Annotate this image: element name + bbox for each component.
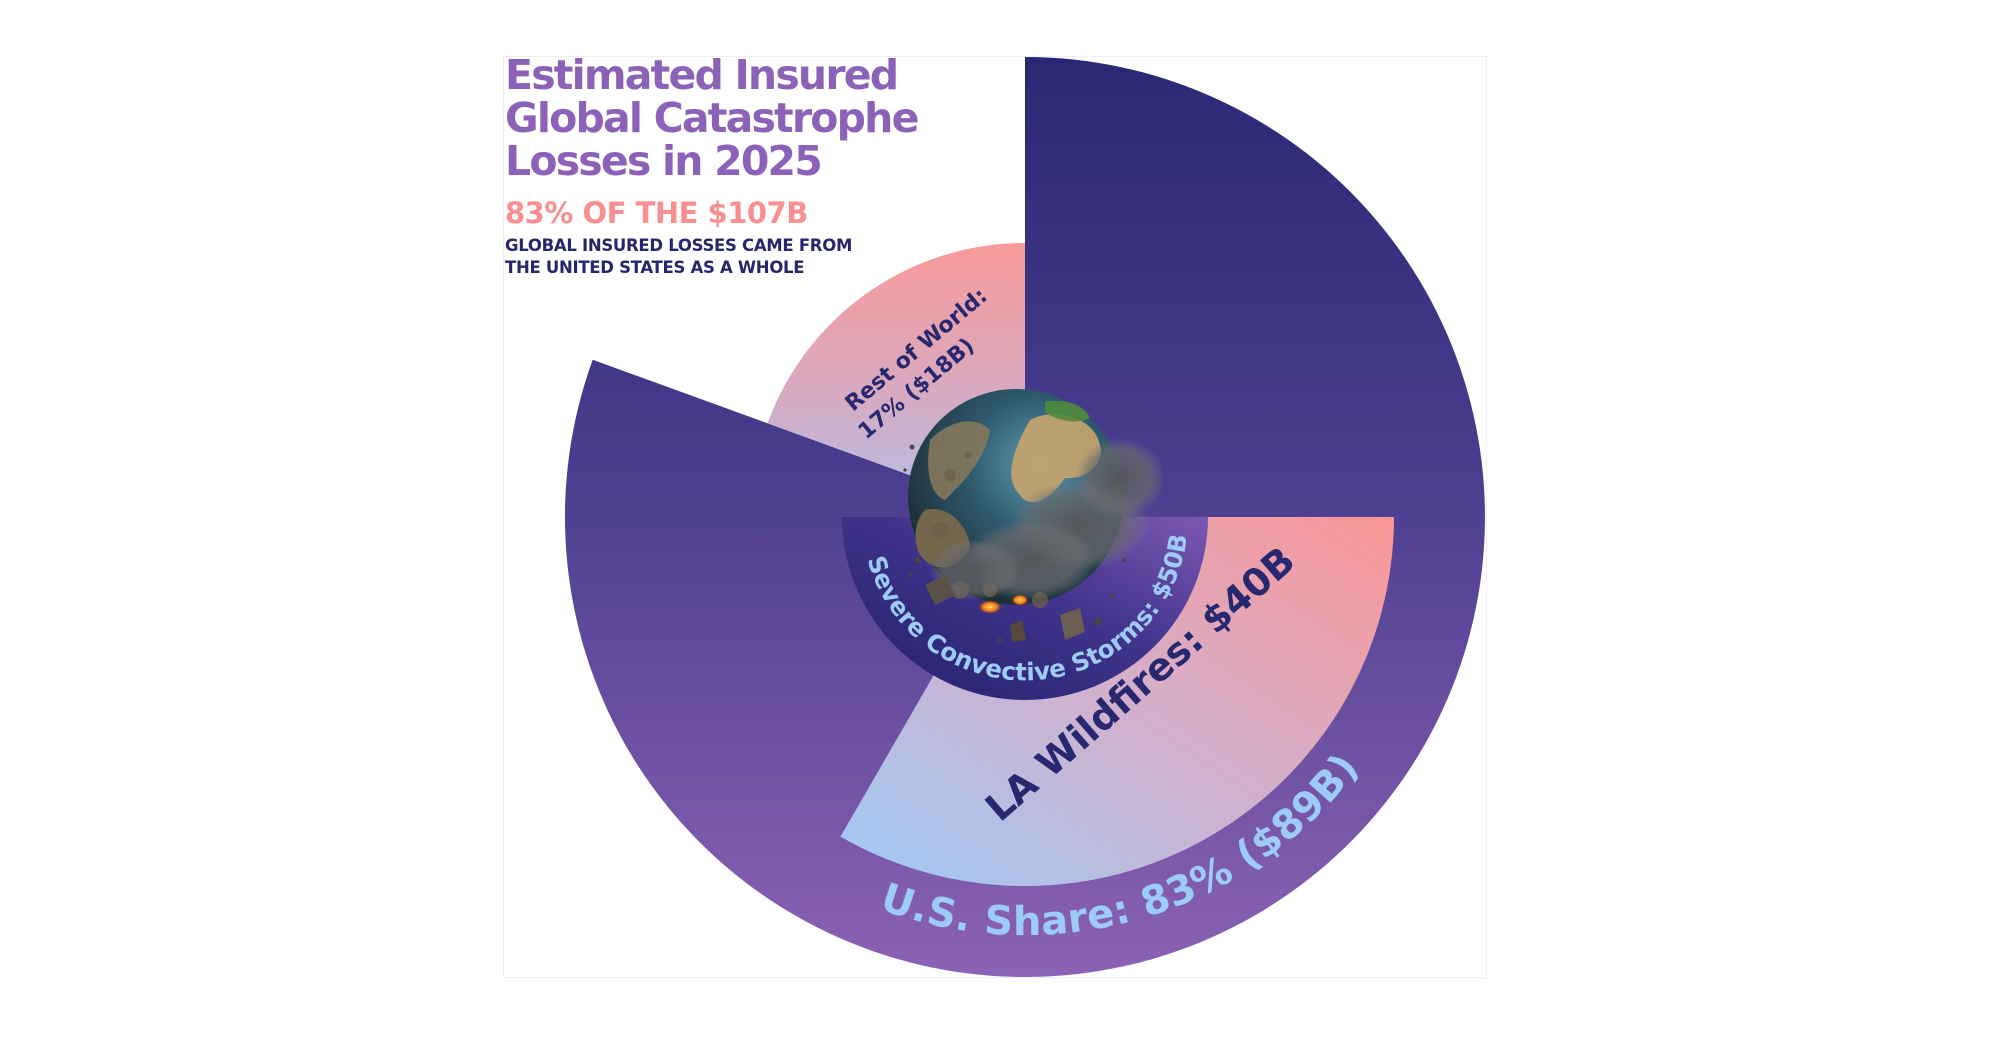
subtitle-line-1: GLOBAL INSURED LOSSES CAME FROM <box>505 236 853 255</box>
subtitle-line-2: THE UNITED STATES AS A WHOLE <box>505 258 805 277</box>
chart-subtitle: GLOBAL INSURED LOSSES CAME FROM THE UNIT… <box>505 235 852 279</box>
title-line-3: Losses in 2025 <box>505 137 823 185</box>
chart-title: Estimated Insured Global Catastrophe Los… <box>505 54 985 183</box>
damaged-earth-globe-icon <box>903 389 1165 642</box>
title-line-1: Estimated Insured <box>505 51 899 99</box>
highlight-stat: 83% OF THE $107B <box>505 196 808 230</box>
title-line-2: Global Catastrophe <box>505 94 919 142</box>
